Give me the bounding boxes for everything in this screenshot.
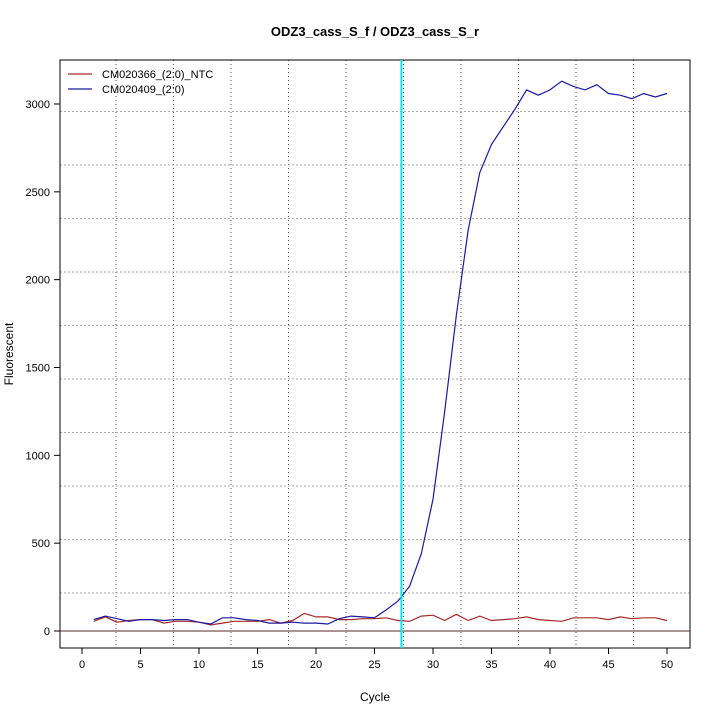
x-tick-label: 10: [193, 659, 205, 671]
y-axis-label: Fluorescent: [2, 322, 16, 385]
y-tick-label: 2000: [26, 275, 50, 287]
axes: 0 5 10 15 20 25 30 35 40 45 5005001000150020002500…: [26, 59, 691, 671]
x-tick-label: 15: [251, 659, 263, 671]
x-tick-label: 50: [661, 659, 673, 671]
x-tick-label: 5: [137, 659, 143, 671]
x-tick-label: 30: [427, 659, 439, 671]
plot-frame: [59, 59, 691, 649]
y-tick-label: 0: [44, 626, 50, 638]
y-tick-label: 2500: [26, 187, 50, 199]
x-tick-label: 35: [485, 659, 497, 671]
x-tick-label: 45: [602, 659, 614, 671]
series-line-1: [93, 80, 668, 625]
chart-title: ODZ3_cass_S_f / ODZ3_cass_S_r: [271, 24, 479, 39]
x-tick-label: 20: [310, 659, 322, 671]
legend-label: CM020409_(2:0): [102, 84, 185, 96]
x-axis-label: Cycle: [360, 690, 390, 704]
series-lines: [93, 60, 668, 648]
y-tick-label: 1000: [26, 450, 50, 462]
y-tick-label: 1500: [26, 363, 50, 375]
x-tick-label: 0: [79, 659, 85, 671]
series-line-0: [93, 612, 668, 626]
x-tick-label: 25: [368, 659, 380, 671]
y-tick-label: 500: [32, 538, 50, 550]
legend-label: CM020366_(2:0)_NTC: [102, 69, 213, 81]
legend: CM020366_(2:0)_NTC CM020409_(2:0): [68, 69, 213, 96]
grid: [60, 60, 690, 648]
x-tick-label: 40: [544, 659, 556, 671]
y-tick-label: 3000: [26, 99, 50, 111]
